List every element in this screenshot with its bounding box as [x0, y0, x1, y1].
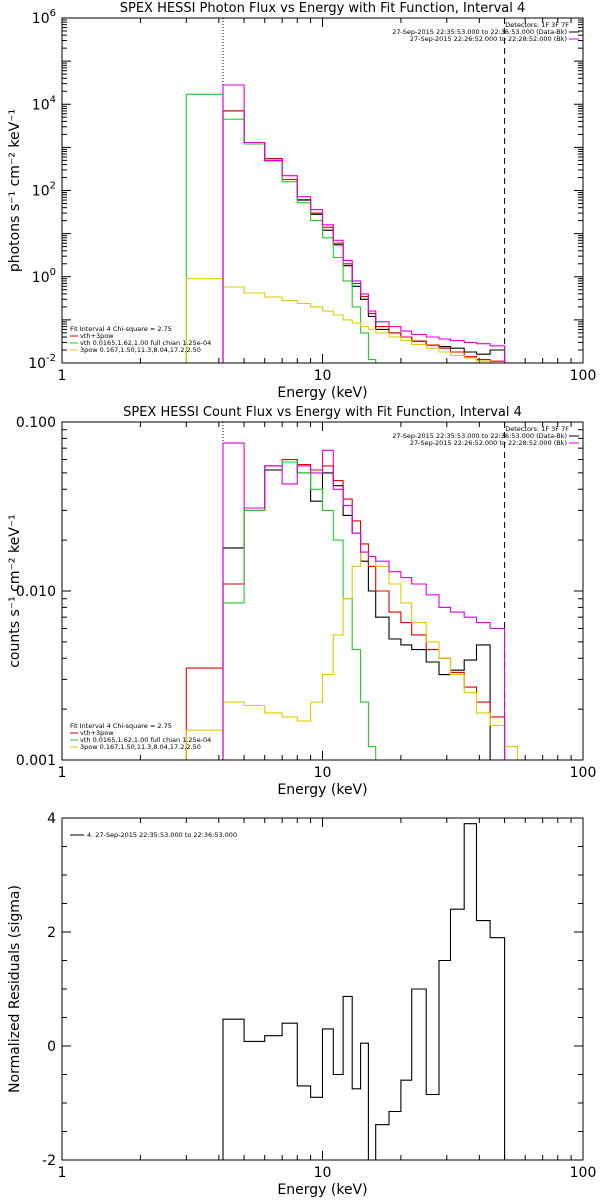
series-4-line — [185, 551, 529, 760]
x-tick-label: 1 — [58, 368, 67, 384]
y-tick-label: 0 — [47, 1039, 56, 1055]
legend-fit-entry: 3pow 0.167,1.50,11.3,8.04,17.2,2.50 — [80, 346, 201, 354]
chart-title: SPEX HESSI Photon Flux vs Energy with Fi… — [120, 1, 526, 16]
y-tick-label: 10-2 — [28, 353, 56, 372]
x-axis-label: Energy (keV) — [277, 385, 367, 401]
y-tick-label: 100 — [32, 267, 56, 286]
y-tick-label: 4 — [47, 811, 56, 827]
series-3-line — [222, 461, 389, 760]
y-tick-label: 0.001 — [16, 753, 56, 769]
chart-panel-1: SPEX HESSI Photon Flux vs Energy with Fi… — [7, 1, 596, 401]
legend-entry: 27-Sep-2015 22:26:52.000 to 22:28:52.000… — [410, 35, 567, 43]
series-2-line — [185, 458, 506, 760]
y-tick-label: 2 — [47, 925, 56, 941]
y-tick-label: 0.010 — [16, 584, 56, 600]
legend-fit-entry: vth 0.0165,1.62,1.00 full chian 1.25e-04 — [80, 339, 211, 347]
y-axis-label: photons s⁻¹ cm⁻² keV⁻¹ — [7, 109, 23, 272]
series-1-line — [222, 823, 506, 1160]
legend-entry: 27-Sep-2015 22:26:52.000 to 22:28:52.000… — [410, 439, 567, 447]
y-tick-base: 10 — [32, 97, 50, 113]
x-tick-label: 1 — [58, 1165, 67, 1181]
legend-fit-entry: 3pow 0.167,1.50,11.3,8.04,17.2,2.50 — [80, 743, 201, 751]
y-tick-exponent: 2 — [50, 181, 56, 192]
chart-title: SPEX HESSI Count Flux vs Energy with Fit… — [123, 405, 522, 420]
x-tick-label: 100 — [570, 765, 597, 781]
y-axis-label: Normalized Residuals (sigma) — [7, 885, 23, 1093]
y-tick-exponent: 0 — [50, 267, 56, 278]
data-series-group — [185, 84, 506, 363]
plot-frame — [61, 817, 584, 1161]
legend-fit-header: Fit Interval 4 Chi-square = 2.75 — [70, 325, 172, 333]
legend-entry: 27-Sep-2015 22:35:53.000 to 22:36:53.000… — [392, 28, 567, 36]
y-tick-base: 10 — [32, 11, 50, 27]
x-tick-label: 1 — [58, 765, 67, 781]
y-axis-label: counts s⁻¹ cm⁻² keV⁻¹ — [7, 514, 23, 668]
legend-fit-header: Fit Interval 4 Chi-square = 2.75 — [70, 722, 172, 730]
x-tick-label: 10 — [314, 765, 332, 781]
y-tick-label: 102 — [32, 181, 56, 200]
series-5-line — [222, 442, 506, 760]
legend-detectors: Detectors: 1F 3F 7F — [505, 425, 569, 433]
x-tick-label: 100 — [570, 368, 597, 384]
x-tick-label: 10 — [314, 368, 332, 384]
y-tick-label: 106 — [32, 8, 56, 27]
legend-fit-entry: vth 0.0165,1.62,1.00 full chian 1.25e-04 — [80, 736, 211, 744]
series-5-line — [222, 84, 506, 363]
y-tick-label: -2 — [42, 1153, 56, 1169]
chart-panel-2: SPEX HESSI Count Flux vs Energy with Fit… — [7, 405, 596, 798]
x-tick-label: 10 — [314, 1165, 332, 1181]
y-tick-label: 104 — [32, 94, 56, 113]
legend-detectors: Detectors: 1F 3F 7F — [505, 21, 569, 29]
y-tick-base: 10 — [28, 356, 46, 372]
legend-entry: 4. 27-Sep-2015 22:35:53.000 to 22:36:53.… — [87, 831, 237, 839]
legend-entry: 27-Sep-2015 22:35:53.000 to 22:36:53.000… — [392, 432, 567, 440]
y-tick-exponent: 4 — [50, 94, 56, 105]
y-tick-base: 10 — [32, 270, 50, 286]
y-tick-base: 10 — [32, 184, 50, 200]
chart-panel-3: 1 10 100 Energy (keV) -2 0 2 4 Normalized Residu… — [7, 811, 596, 1198]
x-axis-label: Energy (keV) — [277, 782, 367, 798]
x-axis-label: Energy (keV) — [277, 1182, 367, 1198]
legend-fit-entry: vth+3pow — [80, 729, 114, 737]
y-tick-exponent: 6 — [50, 8, 56, 19]
y-tick-label: 0.100 — [16, 415, 56, 431]
legend-fit-entry: vth+3pow — [80, 332, 114, 340]
series-4-line — [185, 278, 505, 363]
data-series-group — [222, 823, 506, 1160]
plot-frame — [61, 421, 584, 761]
y-tick-exponent: -2 — [46, 353, 56, 364]
x-tick-label: 100 — [570, 1165, 597, 1181]
plot-frame — [61, 17, 584, 364]
data-series-group — [185, 442, 529, 760]
